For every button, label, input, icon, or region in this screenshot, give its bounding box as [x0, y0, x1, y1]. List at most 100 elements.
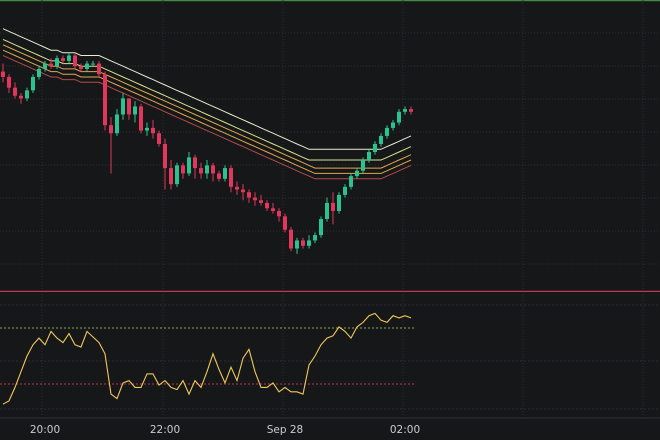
candle-body — [43, 63, 47, 69]
candle — [1, 63, 5, 83]
candle-body — [343, 186, 347, 195]
candle-body — [349, 176, 353, 187]
candle-body — [283, 216, 287, 230]
candle-body — [271, 208, 275, 211]
candle — [373, 141, 377, 155]
candle — [319, 216, 323, 238]
candle — [301, 237, 305, 249]
candle-body — [133, 106, 137, 115]
x-tick-label: Sep 28 — [267, 424, 304, 436]
candle-body — [223, 168, 227, 179]
candle-body — [229, 168, 233, 187]
ma-band-line-2 — [2, 44, 412, 169]
candle-body — [25, 90, 29, 99]
candle-body — [265, 202, 269, 209]
candle-layer — [1, 52, 413, 254]
candle-body — [49, 63, 53, 67]
candle-body — [13, 87, 17, 96]
candle-body — [61, 58, 65, 61]
candle — [313, 232, 317, 244]
candle — [109, 117, 113, 174]
candle-body — [403, 109, 407, 112]
candle-body — [109, 125, 113, 134]
band-layer — [0, 28, 660, 293]
candle-body — [157, 133, 161, 144]
candle-body — [19, 95, 23, 99]
candle — [247, 189, 251, 203]
candle-body — [385, 127, 389, 136]
candle — [163, 138, 167, 190]
candle-body — [295, 240, 299, 249]
candle — [7, 74, 11, 94]
candle — [259, 194, 263, 206]
candle — [229, 165, 233, 193]
candle-body — [79, 66, 83, 69]
candle — [325, 197, 329, 222]
candle-body — [37, 68, 41, 77]
candle-body — [187, 157, 191, 174]
candle — [223, 165, 227, 182]
candle-body — [103, 74, 107, 126]
candle-body — [175, 165, 179, 185]
candle-body — [367, 152, 371, 161]
candle-body — [301, 240, 305, 246]
candle-body — [211, 165, 215, 174]
candle — [349, 173, 353, 190]
candle-body — [91, 63, 95, 65]
candle — [43, 60, 47, 72]
candle-body — [217, 173, 221, 179]
candle-body — [85, 63, 89, 69]
candle-body — [247, 192, 251, 198]
ma-band-line-1 — [2, 38, 412, 161]
candle — [127, 98, 131, 120]
candle-body — [235, 186, 239, 190]
candle-body — [151, 127, 155, 134]
candle-body — [121, 98, 125, 115]
candle — [187, 152, 191, 177]
ma-band-line-0 — [2, 28, 412, 150]
candle — [217, 170, 221, 182]
candle — [67, 52, 71, 64]
candle — [13, 82, 17, 99]
candle — [37, 66, 41, 80]
ma-band-line-4 — [2, 55, 412, 180]
candle — [337, 192, 341, 214]
candle-body — [331, 202, 335, 211]
ma-band-line-3 — [2, 49, 412, 174]
candle-body — [145, 127, 149, 131]
candle-body — [379, 135, 383, 144]
candle — [145, 122, 149, 136]
candle — [277, 208, 281, 222]
candle-body — [163, 143, 167, 169]
candle-body — [313, 235, 317, 241]
candle — [289, 227, 293, 252]
candle — [115, 109, 119, 136]
candle-body — [193, 157, 197, 169]
candle — [49, 58, 53, 69]
candle — [175, 162, 179, 187]
candle-body — [205, 165, 209, 174]
candle-body — [289, 229, 293, 249]
candle — [139, 103, 143, 134]
candle — [91, 60, 95, 67]
candle — [205, 160, 209, 179]
candle — [403, 106, 407, 115]
candle-body — [355, 170, 359, 177]
candle-body — [409, 109, 413, 112]
candle-body — [169, 168, 173, 185]
candle — [157, 130, 161, 147]
candle — [181, 162, 185, 179]
candle-body — [7, 76, 11, 88]
oscillator-line — [2, 312, 412, 405]
candle — [103, 71, 107, 131]
candle — [31, 74, 35, 94]
candle-body — [97, 63, 101, 75]
candle-body — [319, 219, 323, 236]
candle — [409, 106, 413, 115]
candle-body — [361, 160, 365, 171]
candle — [73, 52, 77, 69]
candle — [133, 101, 137, 123]
candle — [361, 157, 365, 174]
